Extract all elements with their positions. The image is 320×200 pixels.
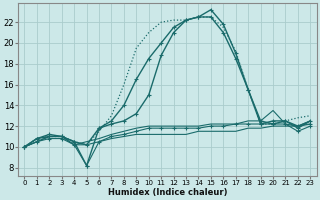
X-axis label: Humidex (Indice chaleur): Humidex (Indice chaleur) [108, 188, 227, 197]
